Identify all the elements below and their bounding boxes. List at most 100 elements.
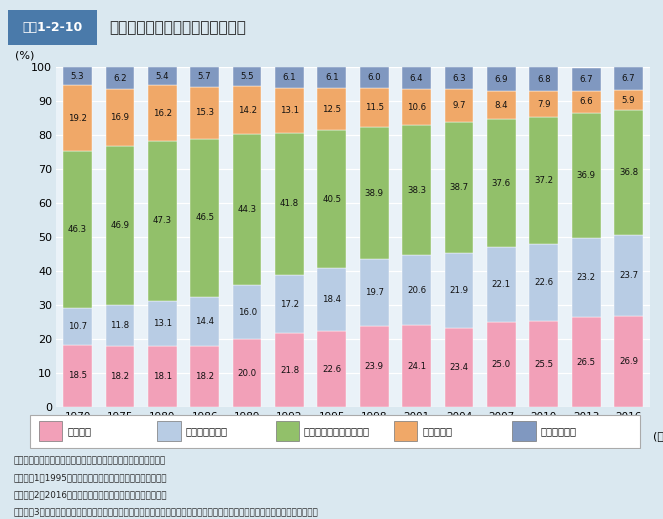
Bar (275, 133, 304, 275)
Text: 15.3: 15.3 (195, 108, 214, 117)
Text: 11.8: 11.8 (110, 321, 129, 330)
Text: 18.4: 18.4 (322, 295, 341, 304)
Text: 26.9: 26.9 (619, 357, 638, 366)
Text: 23.9: 23.9 (365, 362, 384, 371)
Bar (487, 67, 516, 91)
Text: 親と未婚の子のみの世帯: 親と未婚の子のみの世帯 (304, 426, 370, 436)
Text: 21.8: 21.8 (280, 366, 299, 375)
Text: （注）　1．1995年の数値は、兵庫県を除いたものである。: （注） 1．1995年の数値は、兵庫県を除いたものである。 (13, 473, 167, 482)
FancyBboxPatch shape (512, 421, 536, 441)
Text: 40.5: 40.5 (322, 195, 341, 203)
Text: 22.6: 22.6 (322, 364, 341, 374)
Text: 46.9: 46.9 (111, 221, 129, 230)
Bar (318, 88, 346, 130)
Bar (572, 68, 601, 91)
Text: 5.9: 5.9 (622, 96, 635, 105)
Text: 3．「親と未婚の子のみの世帯」とは、「夫婦と未婚の子のみの世帯」及び「ひとり親と未婚の子のみの世帯」をいう。: 3．「親と未婚の子のみの世帯」とは、「夫婦と未婚の子のみの世帯」及び「ひとり親と… (13, 508, 318, 516)
Text: (%): (%) (15, 51, 34, 61)
Text: 6.6: 6.6 (579, 97, 593, 106)
Bar (445, 122, 473, 253)
Bar (318, 268, 346, 331)
Text: 46.5: 46.5 (195, 213, 214, 222)
Bar (233, 86, 261, 134)
Text: 23.2: 23.2 (577, 274, 596, 282)
Text: 23.7: 23.7 (619, 271, 638, 280)
Text: 23.4: 23.4 (450, 363, 469, 372)
Text: 6.1: 6.1 (325, 73, 339, 82)
Text: 5.7: 5.7 (198, 72, 211, 81)
Text: 単独世帯: 単独世帯 (67, 426, 91, 436)
Bar (318, 331, 346, 407)
Text: 2．2016年の数値は、熊本県を除いたものである。: 2．2016年の数値は、熊本県を除いたものである。 (13, 490, 167, 499)
Text: 10.6: 10.6 (407, 103, 426, 112)
Bar (148, 67, 177, 86)
Text: 世帯構造別にみた構成割合の推移: 世帯構造別にみた構成割合の推移 (109, 20, 246, 35)
Bar (487, 247, 516, 322)
Text: 20.6: 20.6 (407, 286, 426, 295)
Bar (105, 89, 135, 146)
Text: (年): (年) (652, 431, 663, 441)
Text: 19.7: 19.7 (365, 288, 384, 297)
Bar (190, 139, 219, 296)
Bar (614, 236, 643, 316)
Bar (105, 67, 135, 89)
Text: 6.9: 6.9 (495, 75, 508, 84)
Bar (148, 141, 177, 302)
Bar (275, 67, 304, 88)
Text: 12.5: 12.5 (322, 105, 341, 114)
Text: 26.5: 26.5 (577, 358, 596, 367)
FancyBboxPatch shape (394, 421, 418, 441)
Text: 13.1: 13.1 (280, 106, 299, 115)
Bar (402, 255, 431, 325)
Text: 38.9: 38.9 (365, 188, 384, 198)
Bar (614, 90, 643, 111)
Text: 6.1: 6.1 (282, 73, 296, 83)
FancyBboxPatch shape (157, 421, 180, 441)
Bar (190, 87, 219, 139)
Bar (233, 285, 261, 339)
FancyBboxPatch shape (276, 421, 299, 441)
Text: 25.5: 25.5 (534, 360, 554, 368)
Text: 5.4: 5.4 (156, 72, 169, 81)
Bar (190, 346, 219, 407)
Bar (529, 67, 558, 91)
Bar (529, 321, 558, 407)
Bar (105, 305, 135, 346)
Bar (275, 275, 304, 333)
Text: 図表1-2-10: 図表1-2-10 (23, 21, 82, 34)
Text: 14.4: 14.4 (195, 317, 214, 325)
Bar (318, 130, 346, 268)
Text: 6.7: 6.7 (622, 74, 635, 84)
Text: 38.7: 38.7 (450, 183, 469, 192)
Text: 8.4: 8.4 (495, 101, 509, 110)
Bar (360, 67, 389, 88)
Text: 三世代世帯: 三世代世帯 (422, 426, 452, 436)
Text: 37.2: 37.2 (534, 176, 554, 185)
Bar (233, 134, 261, 285)
Bar (529, 117, 558, 244)
Bar (190, 296, 219, 346)
Bar (487, 91, 516, 119)
Text: 6.4: 6.4 (410, 74, 424, 83)
Text: 14.2: 14.2 (237, 106, 257, 115)
Text: 18.2: 18.2 (110, 372, 129, 381)
Bar (63, 308, 92, 345)
Bar (572, 238, 601, 317)
Bar (402, 89, 431, 125)
Bar (105, 146, 135, 305)
Bar (445, 67, 473, 89)
Text: 20.0: 20.0 (237, 369, 257, 378)
Bar (402, 325, 431, 407)
Bar (445, 89, 473, 122)
Bar (105, 346, 135, 407)
Text: 13.1: 13.1 (152, 319, 172, 328)
Bar (614, 111, 643, 236)
Text: 44.3: 44.3 (237, 205, 257, 214)
Text: 6.0: 6.0 (367, 73, 381, 82)
Bar (63, 67, 92, 86)
Text: 9.7: 9.7 (452, 101, 466, 110)
Text: 11.5: 11.5 (365, 103, 384, 112)
Text: 16.0: 16.0 (237, 308, 257, 317)
Text: 17.2: 17.2 (280, 299, 299, 309)
Text: 36.9: 36.9 (577, 171, 595, 180)
